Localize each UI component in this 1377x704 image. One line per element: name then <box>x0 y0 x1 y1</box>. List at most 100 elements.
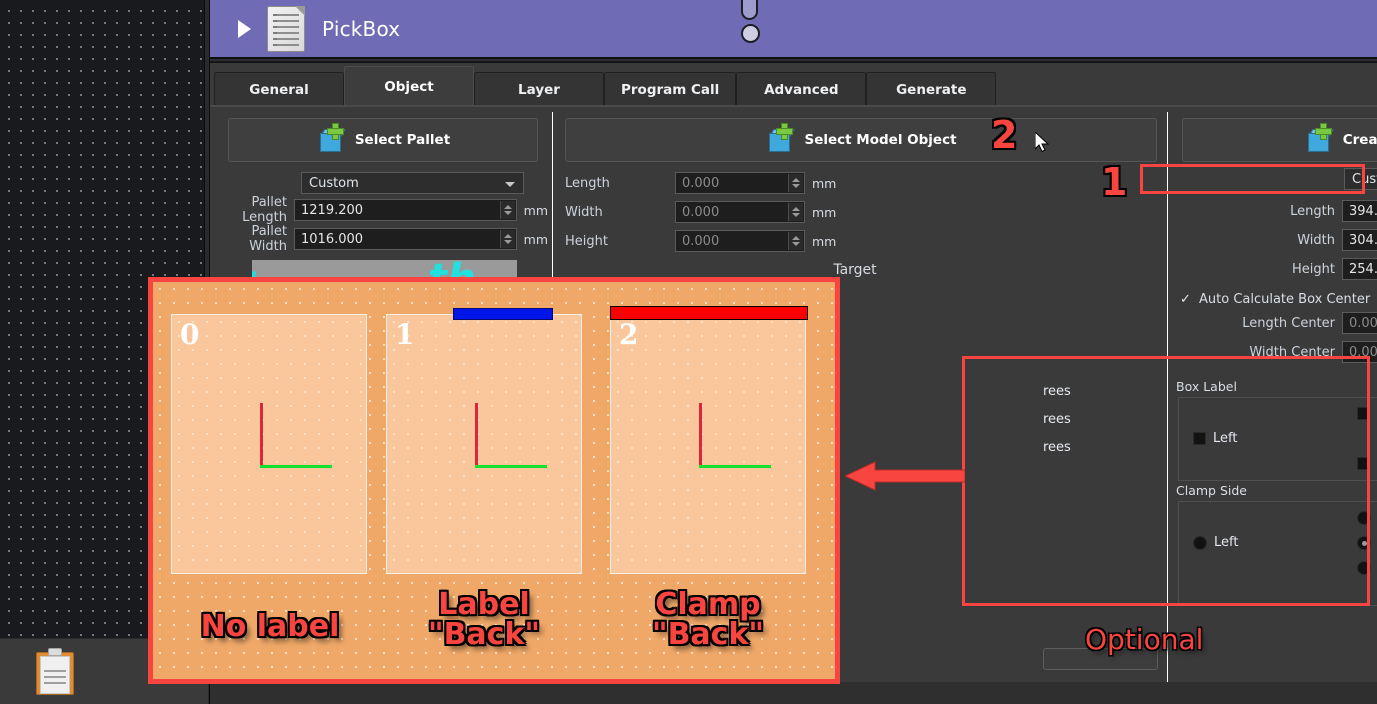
create-height-label: Height <box>1292 261 1335 277</box>
clamp-side-options: Back Left None Right Front <box>1178 501 1377 606</box>
axis-horizontal-icon <box>699 465 771 468</box>
create-object-button[interactable]: Create Object <box>1182 118 1377 162</box>
header-divider <box>210 57 1377 65</box>
tab-advanced[interactable]: Advanced <box>736 72 867 106</box>
pallet-width-input[interactable]: 1016.000 <box>294 228 517 250</box>
create-length-input[interactable]: 394.000 <box>1342 200 1377 222</box>
axis-vertical-icon <box>699 403 702 468</box>
create-object-preset-select[interactable]: Custom <box>1344 168 1377 190</box>
box-diagram-2-number: 2 <box>619 318 639 351</box>
model-width-label: Width <box>565 204 603 220</box>
create-object-label: Create Object <box>1342 132 1377 148</box>
pallet-length-row: Pallet Length 1219.200 mm <box>218 195 548 225</box>
model-length-value: 0.000 <box>682 175 720 191</box>
box-label-group-title: Box Label <box>1176 379 1237 394</box>
length-center-input[interactable]: 0.000 <box>1342 312 1377 334</box>
pallet-length-stepper[interactable] <box>499 201 515 219</box>
checkbox-icon <box>1357 407 1370 420</box>
window-footer <box>210 682 1377 704</box>
mouse-pointer-icon <box>1035 132 1049 152</box>
clipboard-icon[interactable] <box>36 648 74 695</box>
clamp-side-none-radio[interactable]: None <box>1357 535 1377 550</box>
length-center-label: Length Center <box>1242 315 1335 331</box>
create-height-value: 254.000 <box>1349 261 1377 277</box>
pallet-length-value: 1219.200 <box>301 202 364 218</box>
window-header: PickBox <box>210 0 1377 57</box>
callout-number-1: 1 <box>1101 160 1128 204</box>
radio-icon <box>1357 510 1371 525</box>
create-height-row: Height 254.000 mm <box>1172 256 1377 282</box>
model-width-row: Width 0.000 mm <box>555 199 1167 225</box>
triangle-right-icon[interactable] <box>238 19 251 38</box>
chevron-down-icon <box>505 182 515 187</box>
select-model-object-label: Select Model Object <box>804 132 957 148</box>
pallet-width-stepper[interactable] <box>499 230 515 248</box>
document-icon <box>267 5 305 52</box>
box-label-left-checkbox[interactable]: Left <box>1193 431 1237 446</box>
model-height-input[interactable]: 0.000 <box>675 230 805 252</box>
clamp-side-left-text: Left <box>1214 535 1239 550</box>
column-separator <box>1167 112 1168 690</box>
model-width-unit: mm <box>812 204 837 220</box>
auto-calculate-box-center-checkbox[interactable]: ✓ Auto Calculate Box Center <box>1180 292 1377 307</box>
create-height-input[interactable]: 254.000 <box>1342 258 1377 280</box>
clamp-bar-back <box>610 306 808 320</box>
width-center-row: Width Center 0.000 mm <box>1172 339 1377 365</box>
model-length-stepper[interactable] <box>788 174 803 192</box>
clamp-side-group-title: Clamp Side <box>1176 483 1247 498</box>
clamp-side-back-radio[interactable]: Back <box>1357 510 1377 525</box>
select-model-object-button[interactable]: Select Model Object <box>565 118 1157 162</box>
select-pallet-label: Select Pallet <box>354 132 451 148</box>
box-label-back-checkbox[interactable]: Back <box>1357 406 1377 421</box>
label-bar-back <box>453 308 553 320</box>
create-width-input[interactable]: 304.000 <box>1342 229 1377 251</box>
box-label-front-checkbox[interactable]: Front <box>1357 456 1377 471</box>
axis-vertical-icon <box>260 403 263 468</box>
create-width-value: 304.000 <box>1349 232 1377 248</box>
pallet-length-unit: mm <box>523 202 548 218</box>
clamp-side-left-radio[interactable]: Left <box>1193 535 1238 550</box>
create-length-row: Length 394.000 mm <box>1172 198 1377 224</box>
create-width-label: Width <box>1297 232 1335 248</box>
tab-general[interactable]: General <box>214 72 344 106</box>
model-bottom-field[interactable] <box>1043 648 1158 670</box>
model-width-stepper[interactable] <box>788 203 803 221</box>
select-pallet-button[interactable]: Select Pallet <box>228 118 538 162</box>
model-length-label: Length <box>565 175 610 191</box>
radio-selected-icon <box>1357 535 1371 550</box>
create-object-preset-value: Custom <box>1352 171 1377 187</box>
checkmark-icon: ✓ <box>1180 291 1191 307</box>
tab-generate[interactable]: Generate <box>866 72 997 106</box>
box-diagram-2-caption: Clamp "Back" <box>651 587 765 652</box>
page-title: PickBox <box>322 16 401 41</box>
tab-program-call[interactable]: Program Call <box>604 72 737 106</box>
degrees-label-2: rees <box>1043 412 1071 427</box>
pallet-width-unit: mm <box>523 231 548 247</box>
tab-layer[interactable]: Layer <box>474 72 604 106</box>
model-length-input[interactable]: 0.000 <box>675 172 805 194</box>
length-center-row: Length Center 0.000 mm <box>1172 310 1377 336</box>
box-label-options: Back Left Right Front <box>1178 397 1377 481</box>
target-label: Target <box>833 262 877 278</box>
model-height-stepper[interactable] <box>788 232 803 250</box>
box-diagram-1-number: 1 <box>395 318 415 351</box>
box-diagram-0-number: 0 <box>180 318 200 351</box>
create-width-row: Width 304.000 mm <box>1172 227 1377 253</box>
model-height-unit: mm <box>812 233 837 249</box>
clamp-side-front-radio[interactable]: Front <box>1357 560 1377 575</box>
model-width-input[interactable]: 0.000 <box>675 201 805 223</box>
pallet-length-input[interactable]: 1219.200 <box>294 199 517 221</box>
auto-calculate-box-center-label: Auto Calculate Box Center <box>1199 292 1371 307</box>
width-center-input[interactable]: 0.000 <box>1342 341 1377 363</box>
left-arrow-icon <box>845 461 965 491</box>
tab-object[interactable]: Object <box>344 66 474 106</box>
add-cube-icon <box>1304 123 1334 154</box>
width-center-label: Width Center <box>1249 344 1335 360</box>
pallet-width-value: 1016.000 <box>301 231 364 247</box>
create-object-panel: Create Object Custom Length 394.000 mm W… <box>1172 112 1377 606</box>
box-diagram-2: 2 <box>610 306 808 574</box>
degrees-label-1: rees <box>1043 384 1071 399</box>
box-diagram-0-caption: No label <box>200 609 340 644</box>
pallet-preset-select[interactable]: Custom <box>301 172 524 194</box>
box-diagram-1: 1 <box>386 308 582 574</box>
